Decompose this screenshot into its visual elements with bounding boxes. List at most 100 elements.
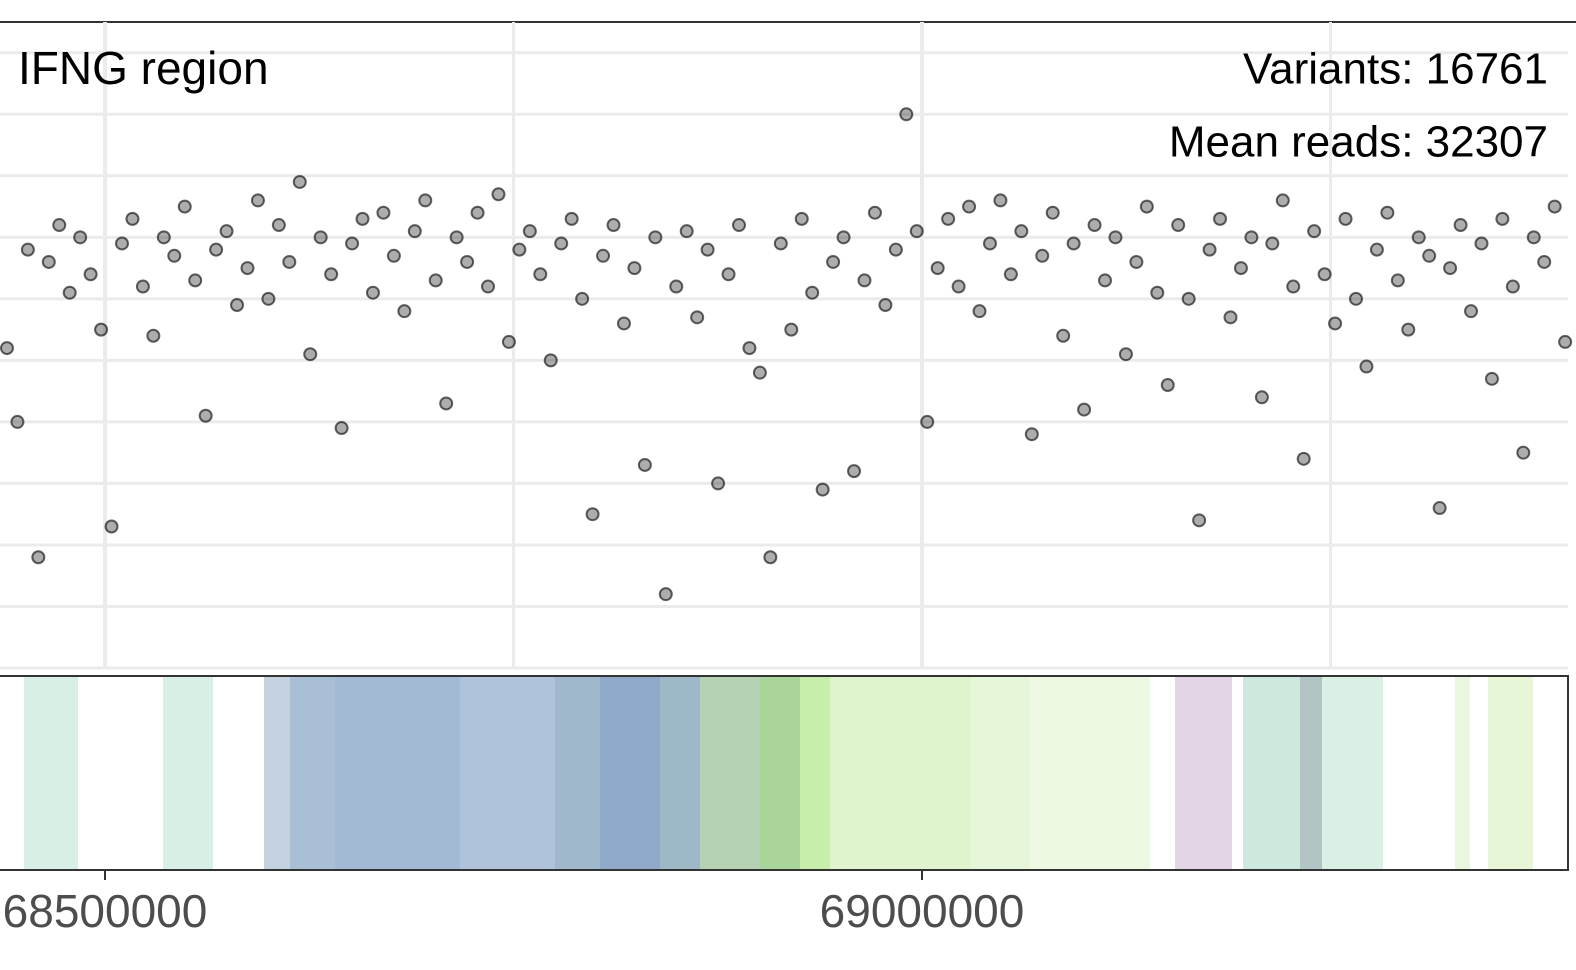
- point: [951, 279, 966, 294]
- point: [460, 254, 475, 269]
- point: [1056, 328, 1071, 343]
- point: [679, 224, 694, 239]
- point: [1307, 224, 1322, 239]
- point: [857, 273, 872, 288]
- point: [731, 218, 746, 233]
- point: [512, 242, 527, 257]
- point: [188, 273, 203, 288]
- point: [533, 267, 548, 282]
- point: [1380, 205, 1395, 220]
- point: [313, 230, 328, 245]
- point: [345, 236, 360, 251]
- point: [1077, 402, 1092, 417]
- point: [669, 279, 684, 294]
- point: [83, 267, 98, 282]
- point: [1526, 230, 1541, 245]
- point: [177, 199, 192, 214]
- track-segment: [600, 676, 661, 870]
- point: [658, 587, 673, 602]
- point: [1233, 261, 1248, 276]
- point: [596, 248, 611, 263]
- point: [606, 218, 621, 233]
- annotation: Mean reads: 32307: [1169, 118, 1548, 167]
- track-segment: [335, 676, 461, 870]
- track-segment: [1030, 676, 1151, 870]
- points: [0, 107, 1573, 602]
- track-segment: [1322, 676, 1384, 870]
- point: [847, 464, 862, 479]
- point: [1328, 316, 1343, 331]
- point: [271, 218, 286, 233]
- point: [94, 322, 109, 337]
- track-segment: [290, 676, 336, 870]
- point: [784, 322, 799, 337]
- point: [73, 230, 88, 245]
- point: [324, 267, 339, 282]
- chart-title: IFNG region: [18, 42, 269, 94]
- point: [888, 242, 903, 257]
- point: [522, 224, 537, 239]
- point: [1401, 322, 1416, 337]
- point: [31, 550, 46, 565]
- point: [721, 267, 736, 282]
- track-segment: [24, 676, 79, 870]
- point: [1411, 230, 1426, 245]
- point: [481, 279, 496, 294]
- point: [376, 205, 391, 220]
- track-segment: [700, 676, 761, 870]
- point: [1505, 279, 1520, 294]
- point: [982, 236, 997, 251]
- point: [52, 218, 67, 233]
- point: [1118, 347, 1133, 362]
- point: [1087, 218, 1102, 233]
- point: [899, 107, 914, 122]
- point: [1244, 230, 1259, 245]
- point: [261, 291, 276, 306]
- point: [564, 211, 579, 226]
- point: [836, 230, 851, 245]
- point: [386, 248, 401, 263]
- point: [219, 224, 234, 239]
- point: [10, 414, 25, 429]
- track-segment: [1300, 676, 1323, 870]
- point: [303, 347, 318, 362]
- point: [1129, 254, 1144, 269]
- point: [1558, 334, 1573, 349]
- track-segment: [163, 676, 214, 870]
- point: [1213, 211, 1228, 226]
- point: [1474, 236, 1489, 251]
- point: [1003, 267, 1018, 282]
- point: [1443, 261, 1458, 276]
- point: [407, 224, 422, 239]
- point: [355, 211, 370, 226]
- point: [1160, 377, 1175, 392]
- point: [637, 457, 652, 472]
- point: [1265, 236, 1280, 251]
- point: [554, 236, 569, 251]
- point: [826, 254, 841, 269]
- point: [501, 334, 516, 349]
- point: [1139, 199, 1154, 214]
- point: [1035, 248, 1050, 263]
- point: [198, 408, 213, 423]
- point: [1275, 193, 1290, 208]
- point: [418, 193, 433, 208]
- point: [114, 236, 129, 251]
- track-segment: [830, 676, 971, 870]
- point: [627, 261, 642, 276]
- point: [575, 291, 590, 306]
- track: [0, 675, 1569, 871]
- point: [334, 421, 349, 436]
- point: [993, 193, 1008, 208]
- point: [1202, 242, 1217, 257]
- point: [1390, 273, 1405, 288]
- track-segment: [1175, 676, 1233, 870]
- point: [156, 230, 171, 245]
- point: [146, 328, 161, 343]
- point: [470, 205, 485, 220]
- point: [763, 550, 778, 565]
- point: [230, 298, 245, 313]
- point: [648, 230, 663, 245]
- point: [209, 242, 224, 257]
- track-segment: [460, 676, 556, 870]
